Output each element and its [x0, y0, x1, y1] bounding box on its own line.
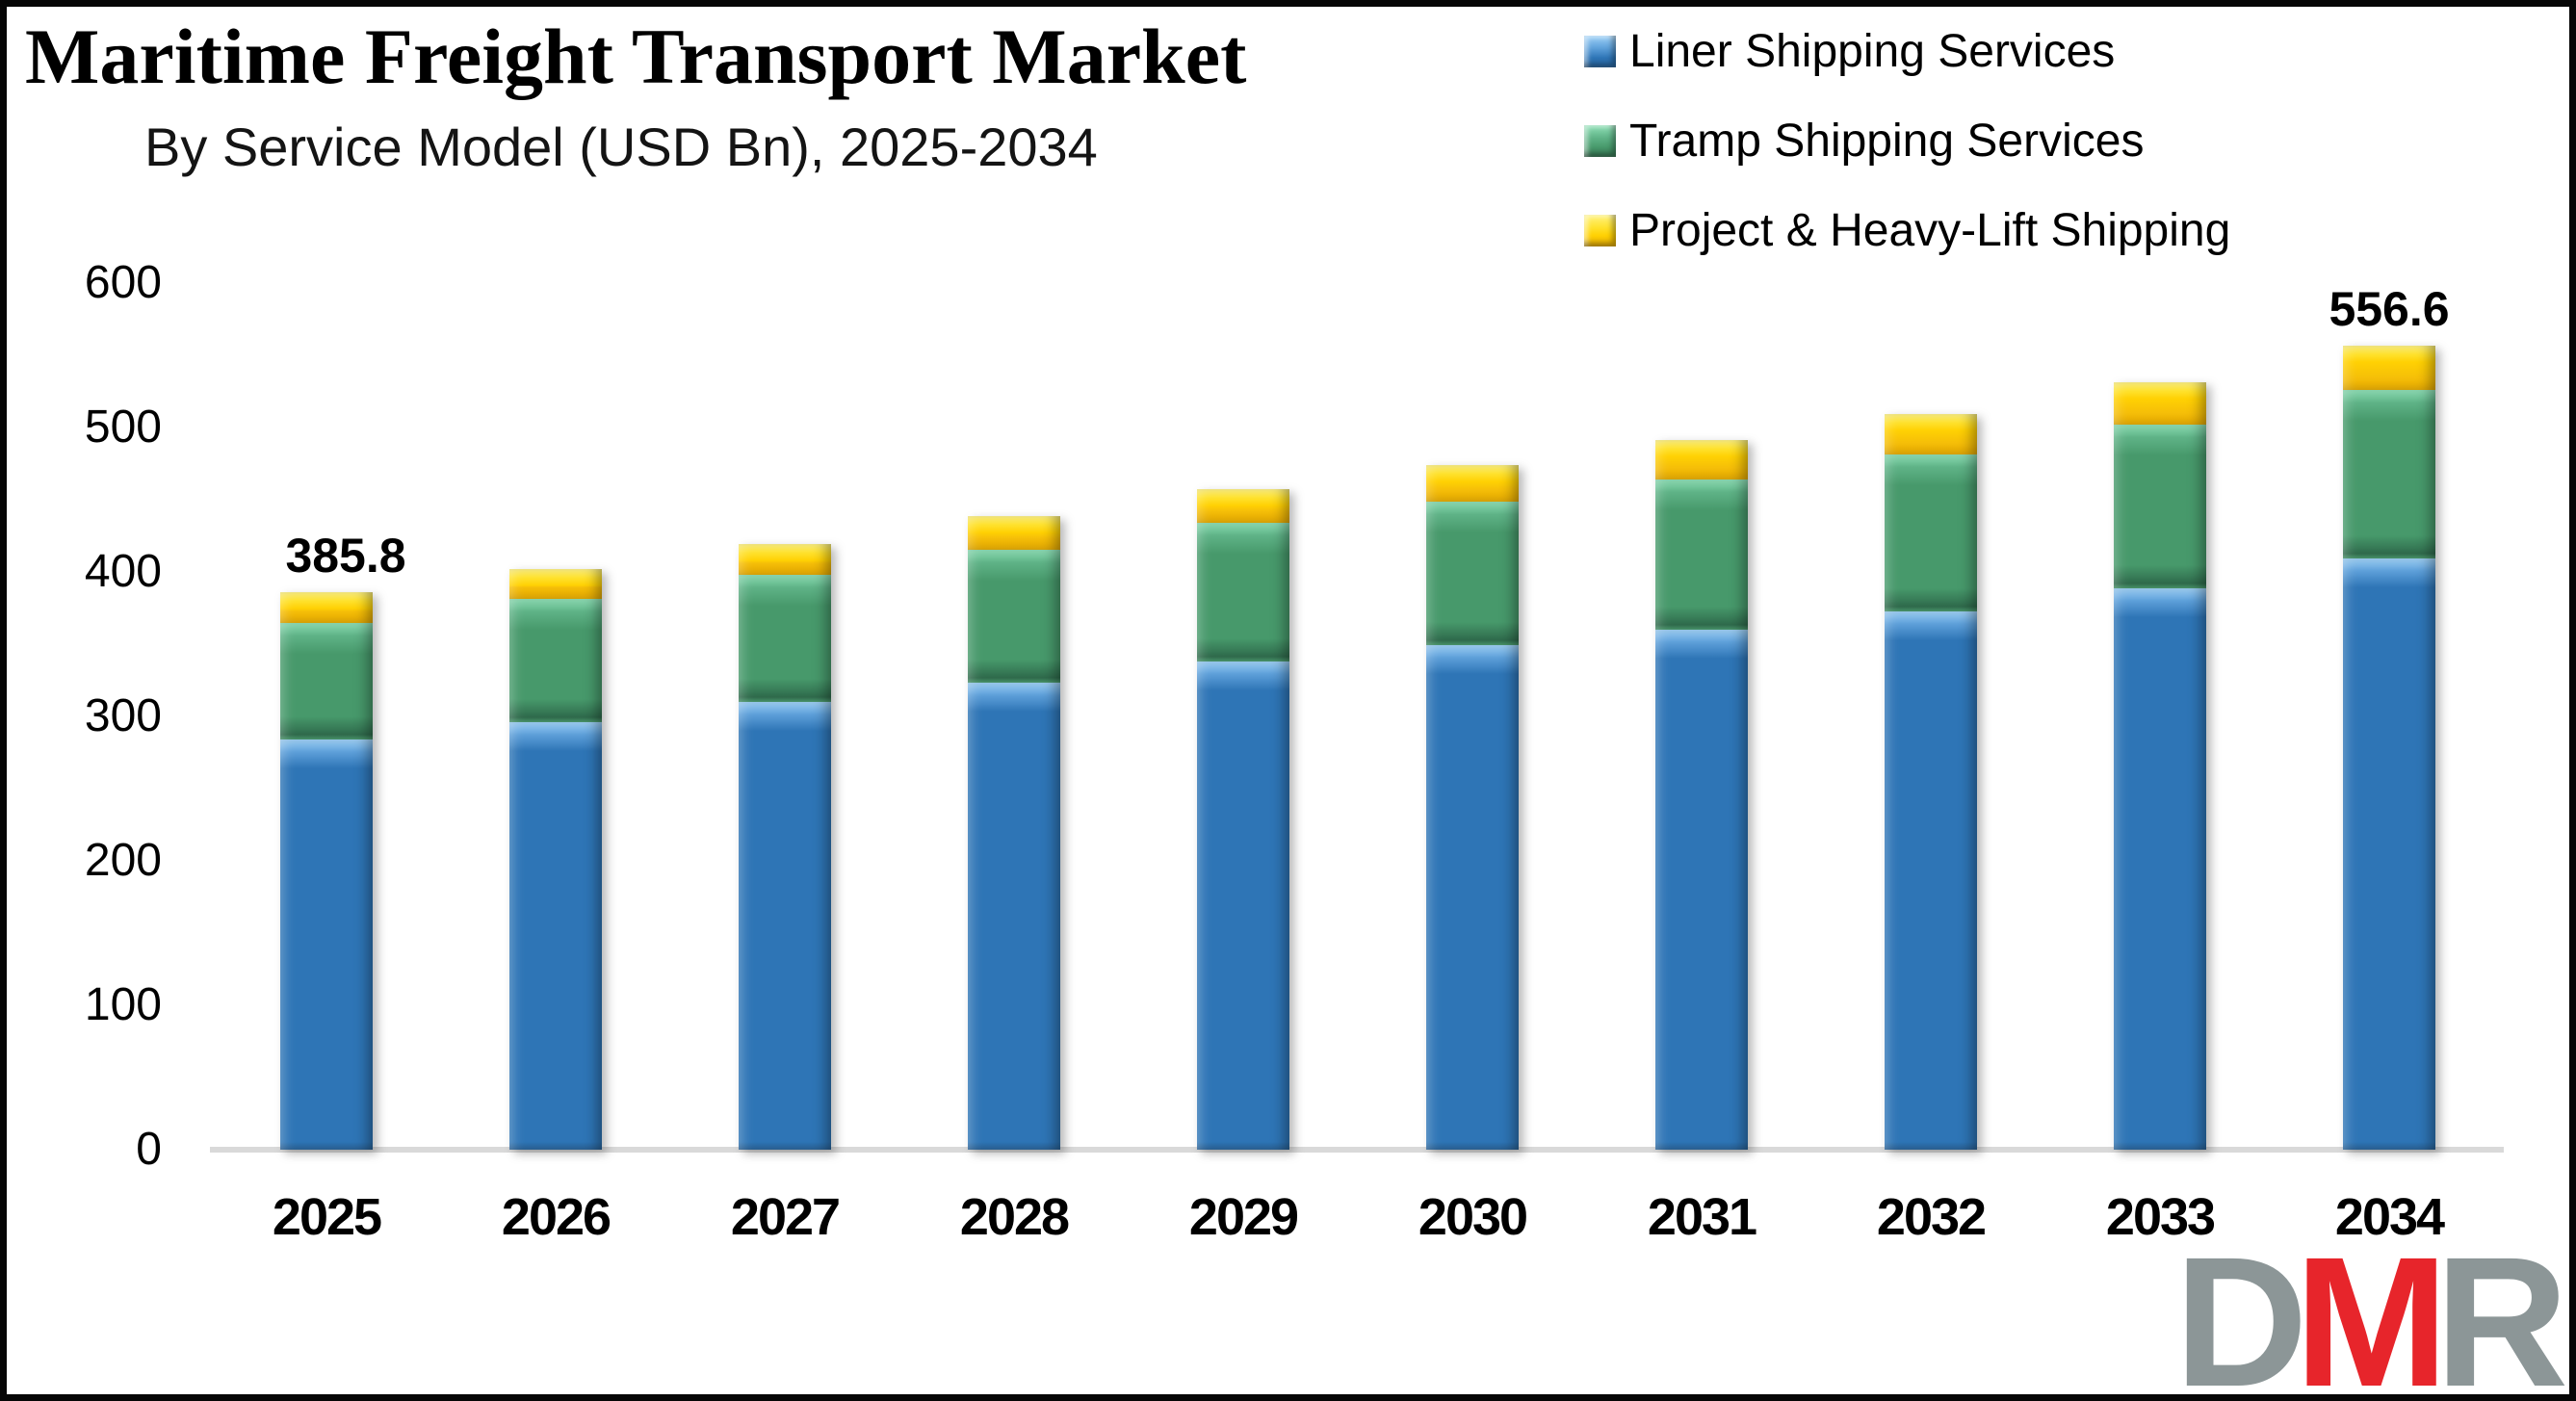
x-axis-line — [210, 1147, 2504, 1153]
x-axis-label: 2034 — [2334, 1188, 2445, 1246]
segment-tramp-shipping-services — [1426, 501, 1519, 645]
segment-tramp-shipping-services — [2114, 424, 2206, 589]
bar-2026 — [509, 569, 602, 1150]
y-tick-label: 300 — [84, 690, 162, 741]
chart-title: Maritime Freight Transport Market — [25, 13, 1247, 100]
total-data-label: 385.8 — [285, 529, 406, 584]
legend: Liner Shipping Services Tramp Shipping Se… — [1584, 24, 2230, 293]
x-axis-label: 2025 — [272, 1188, 382, 1246]
bar-2033 — [2114, 382, 2206, 1150]
liner-legend-marker-icon — [1584, 35, 1616, 67]
segment-project-heavy-lift-shipping — [1197, 488, 1289, 524]
bar-2029 — [1197, 488, 1289, 1150]
segment-project-heavy-lift-shipping — [968, 516, 1060, 550]
x-axis-label: 2027 — [730, 1188, 841, 1246]
bar-2031 — [1655, 440, 1748, 1150]
segment-liner-shipping-services — [2114, 588, 2206, 1150]
legend-label: Tramp Shipping Services — [1629, 115, 2145, 167]
segment-project-heavy-lift-shipping — [1655, 440, 1748, 480]
chart-subtitle: By Service Model (USD Bn), 2025-2034 — [144, 117, 1098, 177]
x-axis-label: 2030 — [1418, 1188, 1528, 1246]
legend-item-tramp: Tramp Shipping Services — [1584, 114, 2230, 168]
segment-tramp-shipping-services — [739, 575, 831, 702]
y-tick-label: 400 — [84, 546, 162, 597]
dmr-logo: DMR — [2174, 1218, 2569, 1401]
logo-letter-r: R — [2434, 1218, 2569, 1401]
bar-2028 — [968, 516, 1060, 1150]
legend-label: Liner Shipping Services — [1629, 25, 2116, 77]
segment-liner-shipping-services — [280, 739, 373, 1150]
segment-project-heavy-lift-shipping — [739, 543, 831, 575]
y-tick-label: 600 — [84, 257, 162, 308]
segment-project-heavy-lift-shipping — [1426, 465, 1519, 502]
segment-liner-shipping-services — [968, 682, 1060, 1150]
legend-item-liner: Liner Shipping Services — [1584, 24, 2230, 78]
total-data-label: 556.6 — [2329, 282, 2450, 337]
segment-project-heavy-lift-shipping — [1885, 414, 1977, 455]
legend-item-project: Project & Heavy-Lift Shipping — [1584, 203, 2230, 257]
y-tick-label: 200 — [84, 835, 162, 886]
project-legend-marker-icon — [1584, 214, 1616, 246]
tramp-legend-marker-icon — [1584, 124, 1616, 157]
segment-liner-shipping-services — [1197, 661, 1289, 1150]
y-tick-label: 500 — [84, 402, 162, 453]
segment-liner-shipping-services — [1426, 644, 1519, 1150]
y-tick-label: 100 — [84, 979, 162, 1030]
x-axis-label: 2026 — [501, 1188, 611, 1246]
segment-liner-shipping-services — [739, 702, 831, 1150]
segment-liner-shipping-services — [1655, 630, 1748, 1150]
x-axis-label: 2032 — [1876, 1188, 1987, 1246]
segment-project-heavy-lift-shipping — [280, 592, 373, 623]
bar-2027 — [739, 543, 831, 1150]
segment-tramp-shipping-services — [1885, 454, 1977, 612]
segment-project-heavy-lift-shipping — [2343, 346, 2435, 390]
segment-project-heavy-lift-shipping — [2114, 382, 2206, 425]
y-tick-label: 0 — [136, 1124, 162, 1175]
bar-2025 — [280, 592, 373, 1150]
segment-tramp-shipping-services — [1197, 523, 1289, 662]
legend-label: Project & Heavy-Lift Shipping — [1629, 204, 2231, 256]
x-axis-label: 2029 — [1188, 1188, 1299, 1246]
bar-2030 — [1426, 465, 1519, 1150]
segment-tramp-shipping-services — [509, 599, 602, 722]
bar-2034 — [2343, 346, 2435, 1150]
bar-2032 — [1885, 414, 1977, 1150]
segment-liner-shipping-services — [1885, 611, 1977, 1150]
segment-tramp-shipping-services — [968, 549, 1060, 683]
segment-tramp-shipping-services — [2343, 389, 2435, 559]
x-axis-label: 2033 — [2105, 1188, 2216, 1246]
segment-tramp-shipping-services — [1655, 479, 1748, 631]
segment-project-heavy-lift-shipping — [509, 569, 602, 600]
x-axis-label: 2028 — [959, 1188, 1070, 1246]
segment-liner-shipping-services — [2343, 558, 2435, 1150]
logo-letter-m: M — [2294, 1218, 2449, 1401]
segment-liner-shipping-services — [509, 721, 602, 1150]
x-axis-label: 2031 — [1647, 1188, 1757, 1246]
segment-tramp-shipping-services — [280, 622, 373, 740]
logo-letter-d: D — [2174, 1218, 2308, 1401]
